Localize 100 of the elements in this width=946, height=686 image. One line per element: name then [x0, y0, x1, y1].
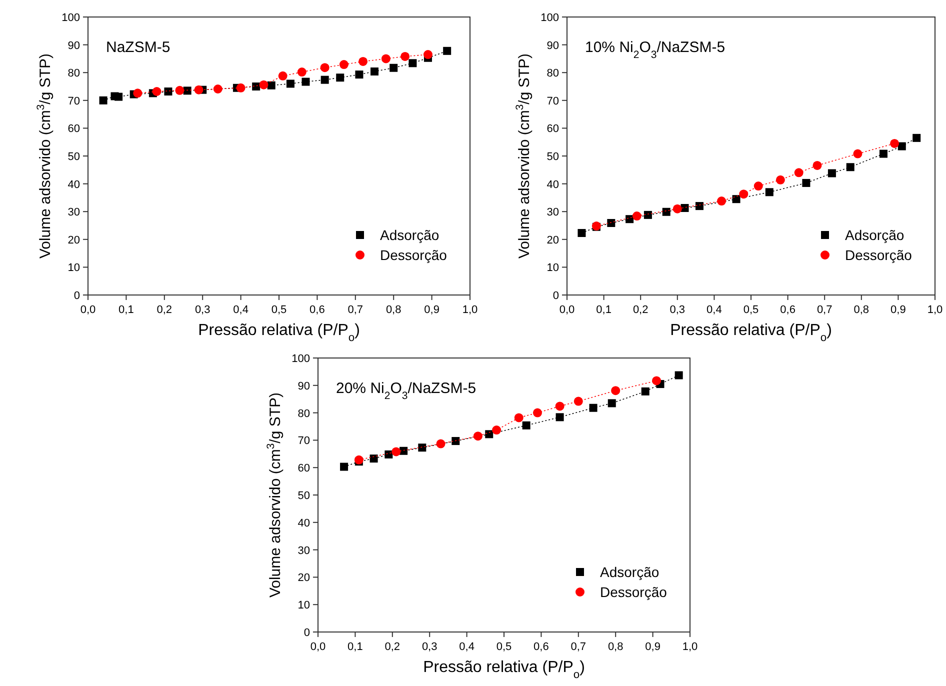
point [555, 402, 564, 411]
point [632, 212, 642, 221]
point [320, 76, 329, 84]
y-tick-label: 50 [546, 151, 559, 163]
point [662, 208, 670, 216]
y-tick-label: 80 [298, 408, 310, 420]
point [589, 404, 598, 412]
point [354, 455, 364, 464]
x-tick-label: 0,6 [780, 304, 796, 316]
point [890, 138, 900, 148]
point [339, 60, 348, 70]
point [754, 182, 763, 191]
point [423, 50, 432, 60]
x-axis-title: Pressão relativa (P/P$_{o}$) [423, 659, 585, 681]
point [626, 215, 634, 224]
annotation: 20% Ni$_{2}$O$_{3}$/NaZSM-5 [336, 380, 476, 402]
point [828, 169, 836, 178]
x-tick-label: 0,3 [194, 304, 210, 316]
point [114, 92, 123, 101]
y-tick-label: 20 [68, 234, 80, 246]
point [286, 80, 294, 88]
y-tick-label: 20 [546, 234, 559, 246]
x-tick-label: 0,7 [570, 641, 586, 653]
point [390, 64, 398, 72]
y-tick-label: 70 [298, 435, 310, 448]
x-tick-label: 0,1 [348, 641, 363, 653]
point [183, 86, 192, 95]
y-tick-label: 50 [298, 490, 310, 502]
point [853, 149, 862, 158]
x-tick-label: 0,0 [80, 304, 96, 316]
x-tick-label: 0,1 [118, 304, 134, 316]
annotation: 10% Ni$_{2}$O$_{3}$/NaZSM-5 [585, 39, 726, 61]
legend-label: Dessorção [380, 247, 448, 263]
point [252, 82, 260, 90]
x-tick-label: 0,0 [559, 304, 575, 316]
point [400, 446, 408, 455]
y-tick-label: 40 [68, 178, 80, 191]
point [812, 160, 822, 170]
y-tick-label: 100 [540, 12, 559, 24]
point [695, 202, 704, 210]
point [578, 229, 586, 238]
point [436, 439, 446, 448]
y-tick-label: 60 [68, 123, 80, 136]
point [443, 46, 452, 55]
y-tick-label: 0 [552, 290, 559, 302]
point [381, 54, 390, 64]
y-tick-label: 80 [546, 68, 559, 80]
y-tick-label: 0 [74, 290, 80, 302]
x-tick-label: 0,4 [459, 641, 474, 653]
point [652, 376, 662, 386]
point [912, 134, 921, 142]
y-tick-label: 30 [68, 206, 80, 219]
point [644, 210, 652, 219]
legend-label: Adsorção [845, 227, 904, 243]
y-tick-label: 80 [68, 68, 80, 80]
x-tick-label: 0,5 [271, 304, 287, 316]
y-tick-label: 70 [68, 95, 80, 108]
x-tick-label: 1,0 [927, 304, 943, 316]
point [672, 204, 682, 214]
point [611, 386, 620, 396]
x-tick-label: 0,9 [424, 304, 440, 316]
point [336, 74, 344, 82]
x-tick-label: 0,3 [670, 304, 686, 316]
point [133, 88, 142, 98]
x-tick-label: 0,9 [890, 304, 906, 316]
x-tick-label: 0,0 [310, 641, 326, 653]
x-tick-label: 0,6 [310, 304, 325, 316]
x-tick-label: 0,6 [534, 641, 549, 653]
point [213, 84, 222, 94]
point [802, 178, 810, 187]
point [236, 83, 246, 92]
y-tick-label: 100 [292, 353, 310, 365]
point [267, 81, 276, 90]
point [259, 80, 268, 90]
y-tick-label: 60 [546, 123, 559, 136]
legend-label: Dessorção [845, 247, 912, 263]
y-tick-label: 20 [298, 572, 310, 584]
y-tick-label: 90 [298, 380, 310, 392]
point [320, 63, 330, 72]
point [370, 454, 378, 463]
x-tick-label: 0,1 [596, 304, 612, 316]
y-tick-label: 30 [298, 544, 310, 557]
point [846, 163, 854, 172]
annotation: NaZSM-5 [106, 39, 170, 56]
point [400, 52, 410, 61]
point [452, 437, 460, 446]
point [473, 432, 482, 441]
point [522, 421, 530, 430]
y-tick-label: 100 [62, 12, 80, 24]
x-tick-label: 0,2 [384, 641, 400, 653]
point [898, 142, 906, 150]
point [392, 447, 401, 456]
point [194, 85, 204, 94]
point [608, 399, 616, 408]
point [492, 426, 502, 435]
point [776, 175, 785, 184]
x-axis-title: Pressão relativa (P/P$_{o}$) [198, 322, 360, 344]
point [297, 68, 306, 77]
legend-label: Adsorção [380, 227, 440, 243]
point [794, 168, 804, 178]
